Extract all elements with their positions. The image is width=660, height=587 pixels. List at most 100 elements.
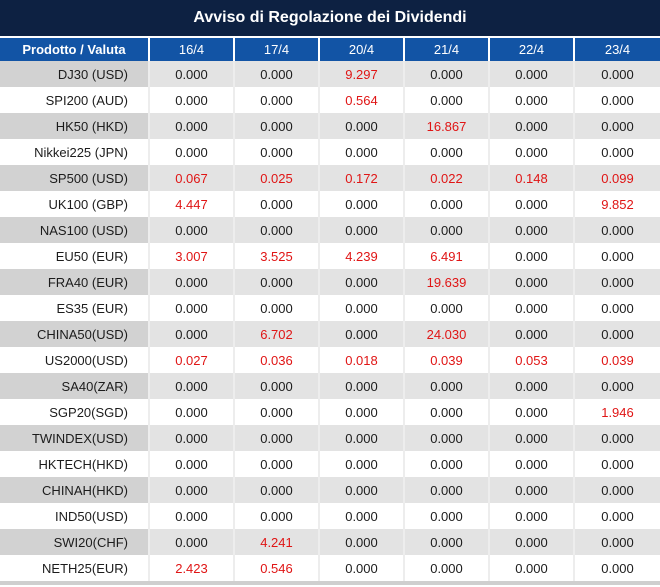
dividend-value-cell: 0.039	[575, 347, 660, 373]
dividend-value-cell: 0.000	[575, 529, 660, 555]
dividend-value-cell: 0.000	[150, 425, 235, 451]
table-row: UK100 (GBP) 4.447 0.000 0.000 0.000 0.000 9.85…	[0, 191, 660, 217]
table-header-row: Prodotto / Valuta 16/4 17/4 20/4 21/4 22/4 23…	[0, 38, 660, 61]
dividend-value-cell: 0.000	[320, 321, 405, 347]
dividend-value-cell: 0.000	[320, 139, 405, 165]
title-bar: Avviso di Regolazione dei Dividendi	[0, 0, 660, 38]
product-cell: FRA40 (EUR)	[0, 269, 150, 295]
product-cell: SA40(ZAR)	[0, 373, 150, 399]
table-row: SP500 (USD) 0.067 0.025 0.172 0.022 0.148 0.09…	[0, 165, 660, 191]
dividend-value-cell: 6.702	[235, 321, 320, 347]
date-header-cell: 20/4	[320, 38, 405, 61]
dividend-value-cell: 0.000	[405, 477, 490, 503]
dividend-value-cell: 0.000	[405, 425, 490, 451]
dividend-value-cell: 16.867	[405, 113, 490, 139]
dividend-value-cell: 0.000	[490, 399, 575, 425]
dividend-value-cell: 0.022	[405, 165, 490, 191]
dividend-value-cell: 0.000	[235, 425, 320, 451]
dividend-value-cell: 0.000	[235, 477, 320, 503]
dividend-value-cell: 0.000	[490, 503, 575, 529]
dividend-value-cell: 0.000	[150, 373, 235, 399]
product-cell: HKTECH(HKD)	[0, 451, 150, 477]
dividend-value-cell: 0.000	[320, 529, 405, 555]
dividend-value-cell: 0.036	[235, 347, 320, 373]
dividend-value-cell: 0.000	[150, 113, 235, 139]
dividend-value-cell: 4.239	[320, 243, 405, 269]
dividend-value-cell: 0.000	[405, 217, 490, 243]
dividend-value-cell: 0.000	[575, 87, 660, 113]
product-cell: EU50 (EUR)	[0, 243, 150, 269]
dividend-value-cell: 0.000	[150, 295, 235, 321]
dividend-value-cell: 0.000	[575, 503, 660, 529]
dividend-value-cell: 0.000	[575, 321, 660, 347]
dividend-value-cell: 0.000	[490, 425, 575, 451]
dividend-value-cell: 0.000	[150, 269, 235, 295]
dividend-value-cell: 0.000	[405, 373, 490, 399]
table-row: FRA40 (EUR) 0.000 0.000 0.000 19.639 0.000 0.0…	[0, 269, 660, 295]
dividend-value-cell: 0.000	[405, 399, 490, 425]
product-cell: NAS100 (USD)	[0, 217, 150, 243]
dividend-value-cell: 0.000	[320, 503, 405, 529]
dividend-value-cell: 0.025	[235, 165, 320, 191]
dividend-value-cell: 1.946	[575, 399, 660, 425]
dividend-value-cell: 0.000	[320, 295, 405, 321]
dividend-value-cell: 0.027	[150, 347, 235, 373]
product-cell: TWINDEX(USD)	[0, 425, 150, 451]
dividend-value-cell: 0.000	[320, 399, 405, 425]
dividend-value-cell: 0.000	[235, 503, 320, 529]
dividend-value-cell: 0.067	[150, 165, 235, 191]
dividend-value-cell: 0.000	[490, 113, 575, 139]
date-header-cell: 22/4	[490, 38, 575, 61]
dividend-value-cell: 0.000	[405, 191, 490, 217]
dividend-value-cell: 3.007	[150, 243, 235, 269]
table-row: SGP20(SGD) 0.000 0.000 0.000 0.000 0.000 1.946	[0, 399, 660, 425]
dividend-value-cell: 0.000	[405, 87, 490, 113]
table-body: DJ30 (USD) 0.000 0.000 9.297 0.000 0.000 0.000…	[0, 61, 660, 581]
table-row: DJ30 (USD) 0.000 0.000 9.297 0.000 0.000 0.000	[0, 61, 660, 87]
product-cell: SP500 (USD)	[0, 165, 150, 191]
dividend-value-cell: 0.000	[490, 243, 575, 269]
product-cell: UK100 (GBP)	[0, 191, 150, 217]
dividend-value-cell: 0.000	[490, 451, 575, 477]
dividend-value-cell: 0.000	[235, 399, 320, 425]
dividend-value-cell: 0.000	[490, 191, 575, 217]
dividend-value-cell: 0.000	[405, 503, 490, 529]
dividend-value-cell: 9.852	[575, 191, 660, 217]
dividend-value-cell: 0.000	[575, 243, 660, 269]
table-row: HKTECH(HKD) 0.000 0.000 0.000 0.000 0.000 0.00…	[0, 451, 660, 477]
dividend-value-cell: 0.000	[150, 217, 235, 243]
dividend-value-cell: 0.000	[575, 113, 660, 139]
dividend-value-cell: 0.000	[490, 87, 575, 113]
dividend-value-cell: 0.000	[320, 425, 405, 451]
table-row: CHINAH(HKD) 0.000 0.000 0.000 0.000 0.000 0.00…	[0, 477, 660, 503]
dividend-value-cell: 4.447	[150, 191, 235, 217]
dividend-value-cell: 4.241	[235, 529, 320, 555]
dividend-value-cell: 0.000	[235, 191, 320, 217]
dividend-value-cell: 0.000	[575, 269, 660, 295]
dividend-value-cell: 0.099	[575, 165, 660, 191]
dividend-value-cell: 0.000	[150, 87, 235, 113]
dividend-value-cell: 0.000	[150, 451, 235, 477]
dividend-value-cell: 0.000	[320, 217, 405, 243]
dividend-value-cell: 0.000	[235, 217, 320, 243]
date-header-cell: 16/4	[150, 38, 235, 61]
dividend-value-cell: 0.053	[490, 347, 575, 373]
product-cell: CHINA50(USD)	[0, 321, 150, 347]
table-row: HK50 (HKD) 0.000 0.000 0.000 16.867 0.000 0.00…	[0, 113, 660, 139]
dividend-value-cell: 3.525	[235, 243, 320, 269]
dividend-value-cell: 0.000	[490, 295, 575, 321]
dividend-value-cell: 0.564	[320, 87, 405, 113]
table-row: SA40(ZAR) 0.000 0.000 0.000 0.000 0.000 0.000	[0, 373, 660, 399]
product-cell: HK50 (HKD)	[0, 113, 150, 139]
dividend-value-cell: 0.000	[150, 321, 235, 347]
dividend-value-cell: 0.000	[320, 269, 405, 295]
page-title: Avviso di Regolazione dei Dividendi	[193, 9, 467, 26]
dividend-value-cell: 0.000	[320, 451, 405, 477]
dividend-value-cell: 0.000	[235, 87, 320, 113]
table-row: ES35 (EUR) 0.000 0.000 0.000 0.000 0.000 0.000	[0, 295, 660, 321]
product-cell: SPI200 (AUD)	[0, 87, 150, 113]
product-cell: US2000(USD)	[0, 347, 150, 373]
dividend-value-cell: 0.000	[150, 139, 235, 165]
table-row: TWINDEX(USD) 0.000 0.000 0.000 0.000 0.000 0.0…	[0, 425, 660, 451]
